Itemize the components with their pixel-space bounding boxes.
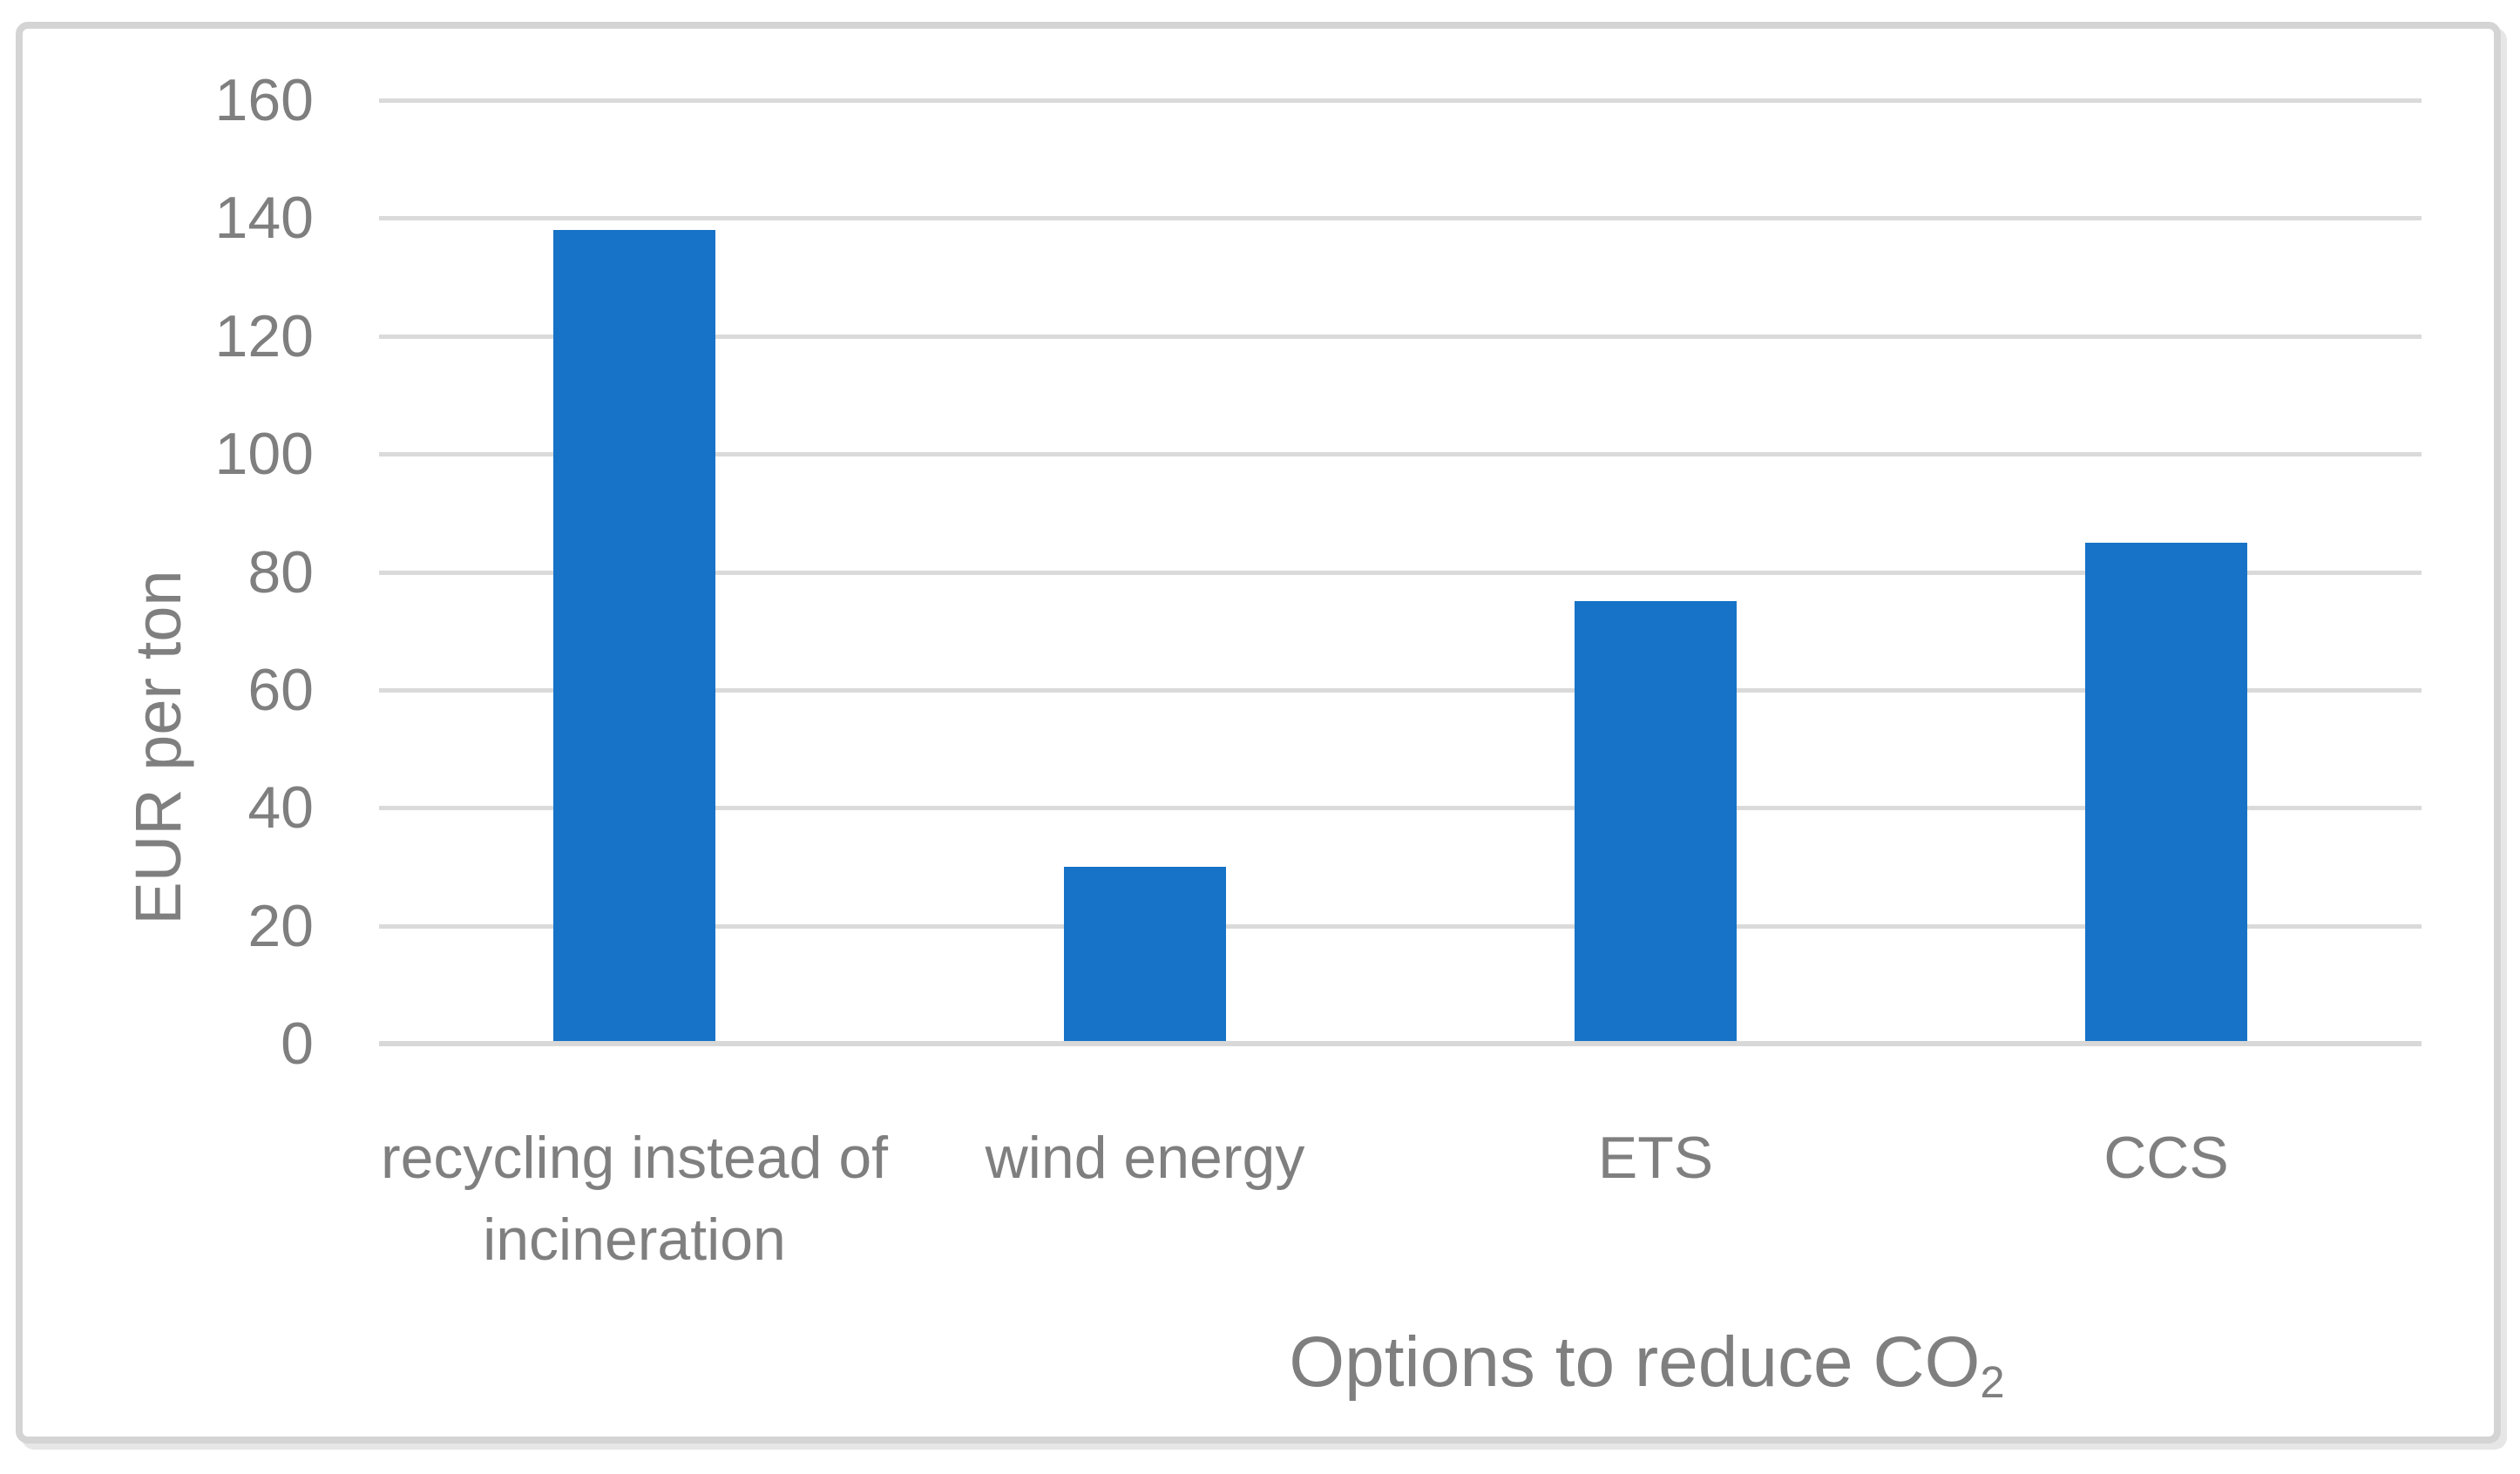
gridline-y-140 — [379, 216, 2422, 221]
gridline-y-120 — [379, 334, 2422, 339]
y-tick-label-160: 160 — [214, 67, 314, 133]
y-tick-label-20: 20 — [247, 892, 314, 959]
y-tick-label-100: 100 — [214, 421, 314, 488]
y-axis-title: EUR per ton — [122, 570, 194, 925]
bar-ets — [1575, 601, 1737, 1044]
y-tick-label-60: 60 — [247, 656, 314, 723]
y-tick-label-40: 40 — [247, 774, 314, 842]
category-label-ccs: CCS — [2103, 1125, 2229, 1191]
gridline-y-100 — [379, 452, 2422, 457]
bar-recycling-instead-of-incineration — [553, 229, 715, 1044]
y-tick-label-120: 120 — [214, 302, 314, 369]
x-axis-title-text: Options to reduce CO — [1289, 1322, 1981, 1402]
gridline-y-160 — [379, 98, 2422, 103]
category-label-recycling-instead-of-incineration: recycling instead of incineration — [380, 1125, 889, 1273]
category-label-ets: ETS — [1597, 1125, 1714, 1191]
y-tick-label-80: 80 — [247, 538, 314, 605]
y-tick-label-140: 140 — [214, 185, 314, 252]
plot-area — [379, 98, 2422, 1046]
gridline-y-80 — [379, 570, 2422, 575]
gridline-y-60 — [379, 687, 2422, 693]
gridline-y-20 — [379, 923, 2422, 929]
x-axis-title-subscript: 2 — [1980, 1356, 2005, 1407]
y-tick-label-0: 0 — [281, 1011, 314, 1077]
x-axis-title: Options to reduce CO2 — [1037, 1317, 2257, 1417]
gridline-y-40 — [379, 806, 2422, 811]
bar-ccs — [2085, 542, 2247, 1044]
bar-wind-energy — [1064, 866, 1226, 1044]
category-label-wind-energy: wind energy — [985, 1125, 1305, 1191]
x-axis-line — [379, 1041, 2422, 1046]
